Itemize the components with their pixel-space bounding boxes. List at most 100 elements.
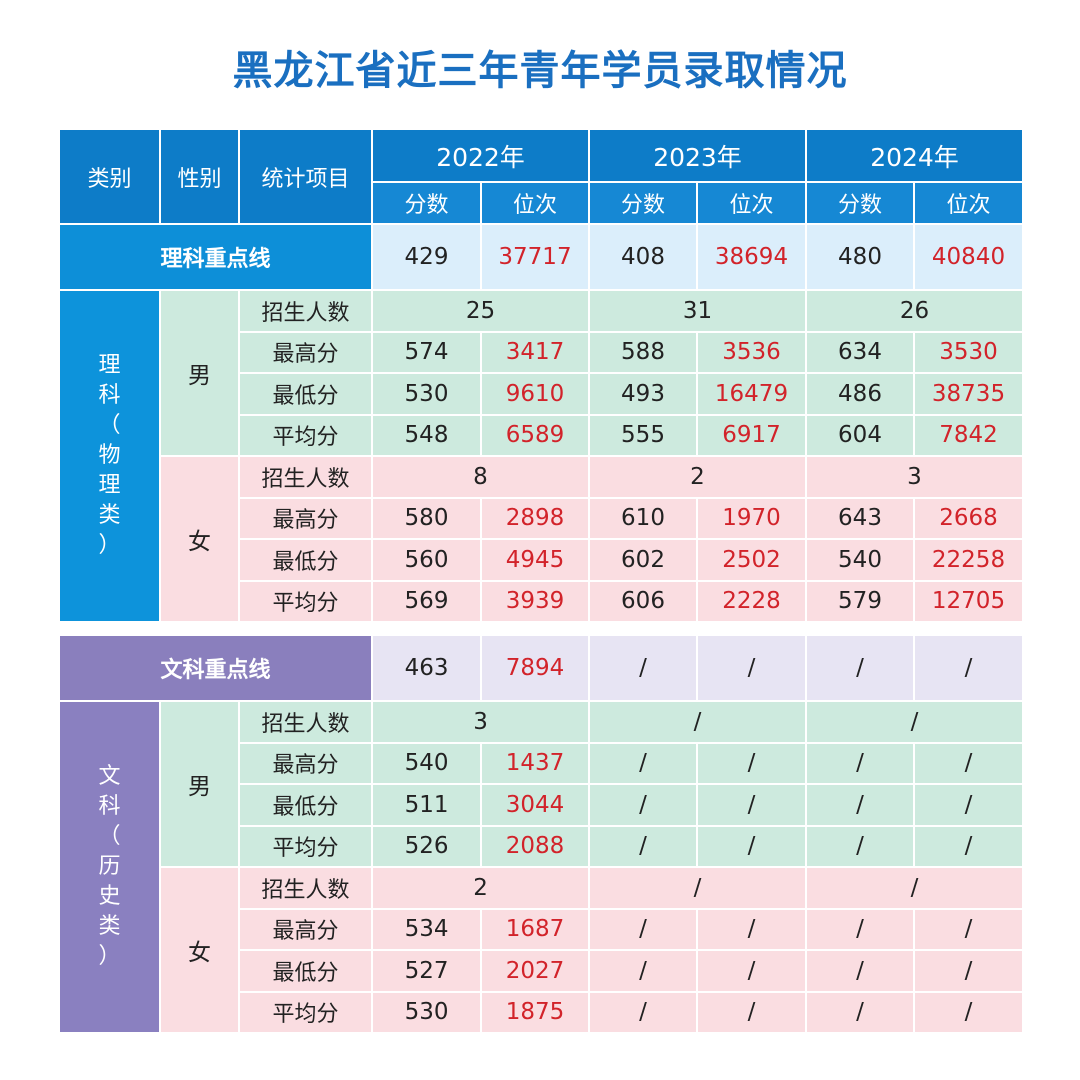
- keyline-score: /: [588, 634, 699, 702]
- keyline-rank: 37717: [480, 223, 590, 291]
- row-label: 最低分: [238, 372, 373, 416]
- row-label: 平均分: [238, 579, 373, 623]
- score-cell: 610: [588, 496, 698, 540]
- keyline-score: 429: [371, 223, 482, 291]
- enroll-count: /: [588, 866, 808, 910]
- enroll-count: 25: [371, 289, 590, 333]
- enroll-count: 2: [588, 455, 807, 499]
- rank-cell: 38735: [913, 372, 1024, 416]
- rank-cell: 7842: [913, 413, 1024, 457]
- header-rank: 位次: [480, 181, 590, 225]
- keyline-rank: 38694: [696, 223, 807, 291]
- enroll-count: 26: [805, 289, 1024, 333]
- score-cell: /: [588, 824, 699, 868]
- enroll-count: 3: [805, 455, 1024, 499]
- rank-cell: /: [913, 741, 1025, 785]
- header-year: 2022年: [371, 128, 590, 183]
- score-cell: 569: [371, 579, 482, 623]
- row-label: 最高分: [238, 330, 373, 374]
- rank-cell: 1970: [696, 496, 807, 540]
- keyline-rank: 40840: [913, 223, 1024, 291]
- rank-cell: 22258: [913, 538, 1024, 582]
- keyline-rank: /: [913, 634, 1025, 702]
- header-gender: 性别: [159, 128, 240, 225]
- row-label: 招生人数: [237, 700, 374, 744]
- score-cell: 548: [371, 413, 482, 457]
- header-rank: 位次: [913, 181, 1024, 225]
- score-cell: 643: [805, 496, 915, 540]
- keyline-rank: /: [696, 634, 808, 702]
- keyline-score: 480: [805, 223, 915, 291]
- rank-cell: 1875: [480, 990, 591, 1034]
- rank-cell: 3530: [913, 330, 1024, 374]
- rank-cell: 16479: [696, 372, 807, 416]
- score-cell: /: [805, 907, 916, 951]
- enroll-count: 31: [588, 289, 807, 333]
- score-cell: 602: [588, 538, 698, 582]
- rank-cell: /: [913, 990, 1025, 1034]
- keyline-rank: 7894: [480, 634, 591, 702]
- rank-cell: 6917: [696, 413, 807, 457]
- score-cell: 526: [371, 824, 483, 868]
- gender-female: 女: [159, 455, 240, 623]
- rank-cell: /: [696, 949, 808, 993]
- header-rank: 位次: [696, 181, 807, 225]
- rank-cell: 9610: [480, 372, 590, 416]
- keyline-score: 408: [588, 223, 698, 291]
- enroll-count: /: [805, 700, 1025, 744]
- liberal-admission-table: 文科重点线 463 7894 / / / / 文科（历史类） 男 招生人数 3 …: [57, 634, 1025, 1034]
- rank-cell: 1687: [480, 907, 591, 951]
- enroll-count: 2: [371, 866, 591, 910]
- row-label: 招生人数: [237, 866, 374, 910]
- gender-male: 男: [159, 700, 240, 868]
- row-label: 招生人数: [238, 455, 373, 499]
- score-cell: 574: [371, 330, 482, 374]
- row-label: 平均分: [237, 824, 374, 868]
- rank-cell: /: [913, 783, 1025, 827]
- row-label: 平均分: [237, 990, 374, 1034]
- header-score: 分数: [588, 181, 698, 225]
- rank-cell: 2502: [696, 538, 807, 582]
- score-cell: 486: [805, 372, 915, 416]
- score-cell: /: [805, 783, 916, 827]
- rank-cell: 2668: [913, 496, 1024, 540]
- rank-cell: /: [696, 990, 808, 1034]
- score-cell: 540: [371, 741, 483, 785]
- rank-cell: /: [913, 949, 1025, 993]
- header-year: 2024年: [805, 128, 1024, 183]
- row-label: 最高分: [237, 741, 374, 785]
- rank-cell: 1437: [480, 741, 591, 785]
- score-cell: 540: [805, 538, 915, 582]
- score-cell: /: [805, 990, 916, 1034]
- header-category: 类别: [58, 128, 161, 225]
- enroll-count: 3: [371, 700, 591, 744]
- row-label: 最低分: [237, 949, 374, 993]
- score-cell: 588: [588, 330, 698, 374]
- score-cell: 527: [371, 949, 483, 993]
- rank-cell: 2898: [480, 496, 590, 540]
- keyline-score: /: [805, 634, 916, 702]
- score-cell: 493: [588, 372, 698, 416]
- score-cell: 555: [588, 413, 698, 457]
- score-cell: /: [588, 783, 699, 827]
- science-admission-table: 类别 性别 统计项目 2022年 2023年 2024年 分数 位次 分数 位次…: [58, 128, 1024, 623]
- rank-cell: /: [696, 824, 808, 868]
- header-year: 2023年: [588, 128, 807, 183]
- rank-cell: /: [696, 741, 808, 785]
- science-keyline-label: 理科重点线: [58, 223, 373, 291]
- liberal-keyline-label: 文科重点线: [57, 634, 374, 702]
- rank-cell: /: [696, 783, 808, 827]
- header-item: 统计项目: [238, 128, 373, 225]
- score-cell: 580: [371, 496, 482, 540]
- row-label: 招生人数: [238, 289, 373, 333]
- rank-cell: /: [913, 824, 1025, 868]
- row-label: 最低分: [237, 783, 374, 827]
- page-title: 黑龙江省近三年青年学员录取情况: [232, 48, 848, 94]
- score-cell: 530: [371, 990, 483, 1034]
- score-cell: 511: [371, 783, 483, 827]
- gender-male: 男: [159, 289, 240, 457]
- row-label: 最高分: [237, 907, 374, 951]
- keyline-score: 463: [371, 634, 483, 702]
- enroll-count: /: [588, 700, 808, 744]
- header-score: 分数: [371, 181, 482, 225]
